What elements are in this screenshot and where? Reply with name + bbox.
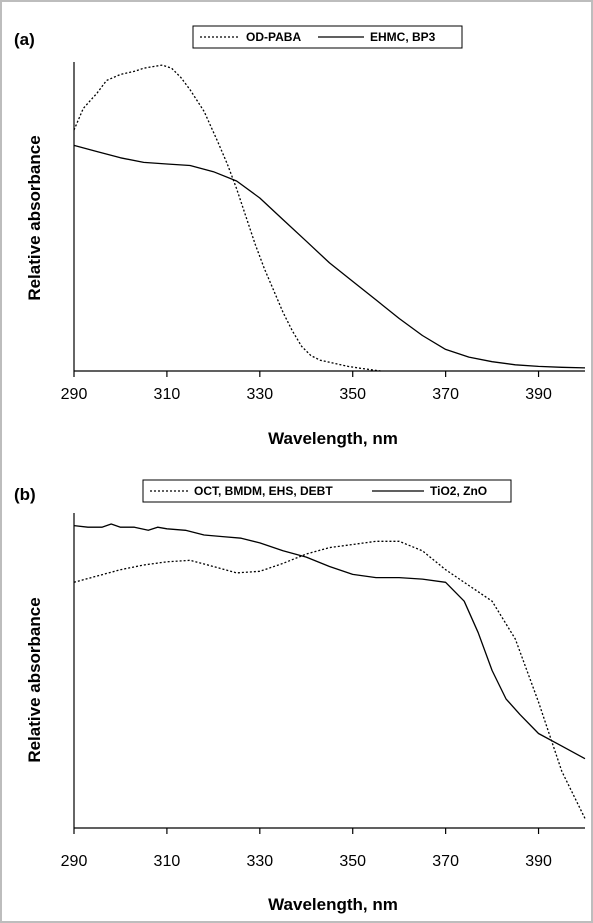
- x-axis-title-b: Wavelength, nm: [268, 895, 398, 914]
- x-tick-label-a-350: 350: [339, 386, 366, 403]
- legend-label-od-paba: OD-PABA: [246, 30, 301, 44]
- axes-a: 290 310 330 350 370 390: [61, 62, 585, 403]
- panel-label-a: (a): [14, 30, 35, 49]
- x-tick-label-a-330: 330: [246, 386, 273, 403]
- x-tick-label-b-330: 330: [246, 853, 273, 870]
- x-tick-label-b-350: 350: [339, 853, 366, 870]
- x-tick-label-a-370: 370: [432, 386, 459, 403]
- y-axis-title-a: Relative absorbance: [25, 135, 44, 300]
- legend-label-ehmc-bp3: EHMC, BP3: [370, 30, 436, 44]
- chart-panel-a: (a) OD-PABA EHMC, BP3 290 310 330 350 370 390…: [14, 25, 586, 448]
- x-tick-label-b-290: 290: [61, 853, 88, 870]
- legend-label-oct-bmdm-ehs-debt: OCT, BMDM, EHS, DEBT: [194, 484, 333, 498]
- x-tick-label-a-390: 390: [525, 386, 552, 403]
- chart-panel-b: (b) OCT, BMDM, EHS, DEBT TiO2, ZnO 290 31…: [14, 479, 586, 914]
- series-line-tio2-zno: [73, 523, 586, 760]
- y-axis-title-b: Relative absorbance: [25, 597, 44, 762]
- x-tick-label-a-290: 290: [61, 386, 88, 403]
- x-tick-label-a-310: 310: [154, 386, 181, 403]
- legend-box-b: [142, 479, 512, 503]
- series-group-b: [73, 523, 586, 819]
- series-line-oct-bmdm-ehs-debt: [73, 540, 586, 819]
- series-group-a: [73, 64, 586, 372]
- x-axis-title-a: Wavelength, nm: [268, 429, 398, 448]
- series-line-ehmc-bp3: [73, 144, 586, 369]
- x-tick-label-b-310: 310: [154, 853, 181, 870]
- legend-a: OD-PABA EHMC, BP3: [192, 25, 463, 49]
- x-tick-label-b-390: 390: [525, 853, 552, 870]
- axes-b: 290 310 330 350 370 390: [61, 513, 585, 870]
- panel-label-b: (b): [14, 485, 36, 504]
- legend-b: OCT, BMDM, EHS, DEBT TiO2, ZnO: [142, 479, 512, 503]
- legend-label-tio2-zno: TiO2, ZnO: [430, 484, 487, 498]
- series-line-od-paba: [73, 64, 381, 372]
- x-tick-label-b-370: 370: [432, 853, 459, 870]
